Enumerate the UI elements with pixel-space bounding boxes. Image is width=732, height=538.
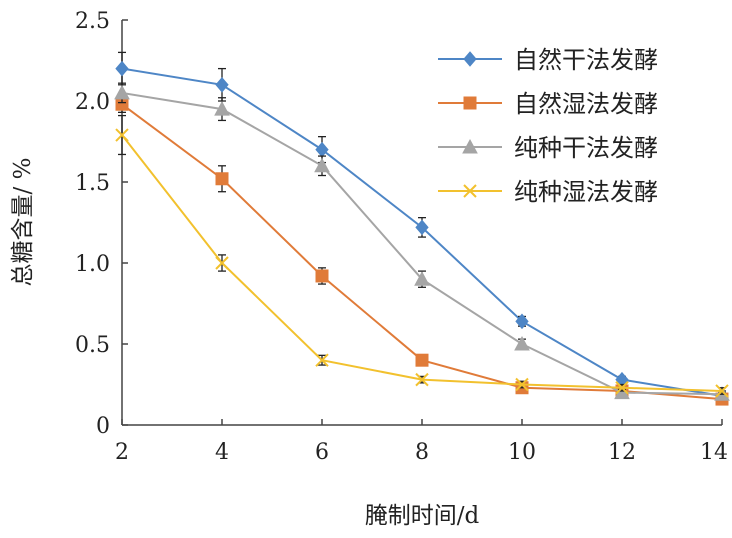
data-point [514,335,530,351]
data-point [415,219,429,236]
data-point [315,353,329,367]
series-3 [114,82,730,401]
x-tick-label: 14 [700,440,728,465]
y-tick-label: 2.0 [75,90,110,115]
marker-stroke [615,381,629,395]
legend-label: 自然干法发酵 [514,46,658,74]
data-point [115,60,129,77]
legend-item: 自然湿法发酵 [438,90,658,118]
marker-stroke [715,384,729,398]
y-tick-label: 0 [96,414,110,439]
legend-label: 纯种干法发酵 [514,134,658,162]
data-point [214,101,230,116]
marker-stroke [315,353,329,367]
legend-item: 自然干法发酵 [438,46,658,74]
data-point [515,377,529,392]
legend-marker [463,184,477,198]
legend-marker [463,51,477,67]
ticks: 0 0.5 1.0 1.5 2.0 2.5 2 4 6 8 10 12 14 [75,9,728,465]
y-tick-label: 2.5 [75,9,110,34]
x-tick-label: 6 [315,440,329,465]
data-point [215,77,229,93]
legend-item: 纯种湿法发酵 [438,178,658,206]
legend-item: 纯种干法发酵 [438,134,658,162]
marker-stroke [415,372,429,387]
marker-stroke [515,377,529,392]
y-tick-label: 1.0 [75,252,110,277]
marker-stroke [115,128,129,142]
legend-label: 自然湿法发酵 [514,90,658,118]
data-point [414,271,430,286]
legend-marker [462,138,478,154]
x-tick-label: 12 [608,440,636,465]
data-point [415,372,429,387]
series-4 [115,114,729,398]
data-point [315,269,329,283]
y-tick-label: 1.5 [75,171,110,196]
marker-stroke [215,256,229,270]
x-tick-label: 2 [115,440,129,465]
data-point [615,381,629,395]
data-point [215,172,229,186]
series-line [121,134,723,392]
x-axis-title: 腌制时间/d [365,503,480,529]
marker-stroke [463,184,477,198]
data-point [315,141,329,158]
data-point [715,384,729,398]
data-point [115,128,129,142]
data-point [515,313,529,330]
x-tick-label: 10 [508,440,536,465]
legend-marker [463,96,477,110]
data-point [314,157,330,173]
data-point [215,256,229,270]
x-tick-label: 4 [215,440,229,465]
y-axis-title: 总糖含量/ % [10,158,36,287]
data-point [114,84,130,100]
data-point [415,353,429,367]
y-tick-label: 0.5 [75,333,110,358]
series [114,51,730,406]
legend-label: 纯种湿法发酵 [514,178,658,206]
x-tick-label: 8 [415,440,429,465]
